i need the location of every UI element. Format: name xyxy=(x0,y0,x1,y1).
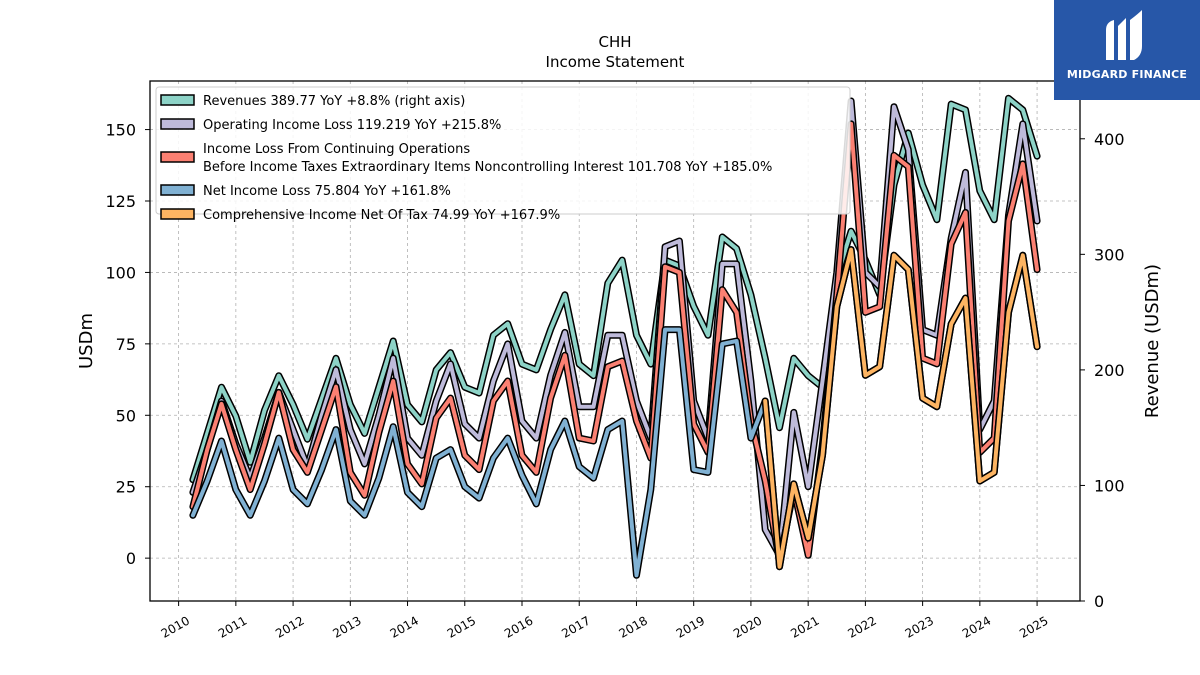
legend-box xyxy=(155,86,851,215)
chart-title: CHH xyxy=(598,33,631,51)
y-tick-label-right: 400 xyxy=(1094,130,1125,149)
chart-subtitle: Income Statement xyxy=(546,53,685,71)
x-tick-label: 2022 xyxy=(845,613,878,640)
x-tick-label: 2019 xyxy=(674,613,707,640)
y-tick-label-right: 100 xyxy=(1094,476,1125,495)
y-axis-label-left: USDm xyxy=(76,313,97,369)
y-axis-label-right: Revenue (USDm) xyxy=(1142,264,1163,418)
series-line-revenues xyxy=(190,96,1040,482)
legend-swatch-revenues xyxy=(160,94,195,106)
x-tick-label: 2012 xyxy=(273,613,306,640)
midgard-finance-logo: MIDGARD FINANCE xyxy=(1054,0,1200,100)
legend-label: Before Income Taxes Extraordinary Items … xyxy=(203,160,772,175)
legend-swatch-net-income-loss xyxy=(160,184,195,196)
y-tick-label-left: 50 xyxy=(116,406,136,425)
legend-label: Income Loss From Continuing Operations xyxy=(203,142,470,157)
y-tick-label-left: 0 xyxy=(126,549,136,568)
y-tick-label-left: 75 xyxy=(116,335,136,354)
x-tick-label: 2015 xyxy=(445,613,478,640)
x-tick-label: 2011 xyxy=(216,613,249,640)
legend-label: Comprehensive Income Net Of Tax 74.99 Yo… xyxy=(203,208,560,223)
legend-swatch-operating-income-loss xyxy=(160,118,195,130)
x-tick-label: 2014 xyxy=(388,613,421,640)
y-tick-label-right: 0 xyxy=(1094,592,1104,611)
x-tick-label: 2023 xyxy=(903,613,936,640)
plot-frame xyxy=(149,80,1081,602)
y-tick-label-right: 200 xyxy=(1094,361,1125,380)
x-tick-label: 2013 xyxy=(330,613,363,640)
legend-label: Operating Income Loss 119.219 YoY +215.8… xyxy=(203,118,501,133)
x-tick-label: 2025 xyxy=(1017,613,1050,640)
y-tick-label-left: 100 xyxy=(105,263,136,282)
y-tick-label-left: 125 xyxy=(105,192,136,211)
x-tick-label: 2024 xyxy=(960,613,993,640)
x-tick-label: 2017 xyxy=(559,613,592,640)
x-tick-label: 2010 xyxy=(159,613,192,640)
series-line-operating-income-loss xyxy=(190,99,1040,558)
series-lines xyxy=(189,94,1041,579)
series-line-comprehensive-income-net-of-tax xyxy=(763,247,1040,569)
legend-swatch-income-loss-from-continuing-operations-before-income-taxes-extraordinary-items-noncontrolling-interest xyxy=(160,151,195,163)
x-tick-label: 2018 xyxy=(617,613,650,640)
legend: Revenues 389.77 YoY +8.8% (right axis) Op… xyxy=(155,86,851,223)
y-tick-label-left: 25 xyxy=(116,478,136,497)
legend-label: Net Income Loss 75.804 YoY +161.8% xyxy=(203,184,451,199)
x-tick-label: 2016 xyxy=(502,613,535,640)
x-tick-label: 2020 xyxy=(731,613,764,640)
x-tick-label: 2021 xyxy=(788,613,821,640)
logo-mark-icon xyxy=(1106,10,1142,60)
y-tick-label-left: 150 xyxy=(105,121,136,140)
legend-label: Revenues 389.77 YoY +8.8% (right axis) xyxy=(203,94,465,109)
y-tick-label-right: 300 xyxy=(1094,245,1125,264)
logo-text: MIDGARD FINANCE xyxy=(1066,68,1188,81)
legend-swatch-comprehensive-income-net-of-tax xyxy=(160,208,195,220)
series-line-income-loss-from-continuing-operations-before-income-taxes-extraordinary-items-noncontrolling-interest xyxy=(190,121,1040,563)
